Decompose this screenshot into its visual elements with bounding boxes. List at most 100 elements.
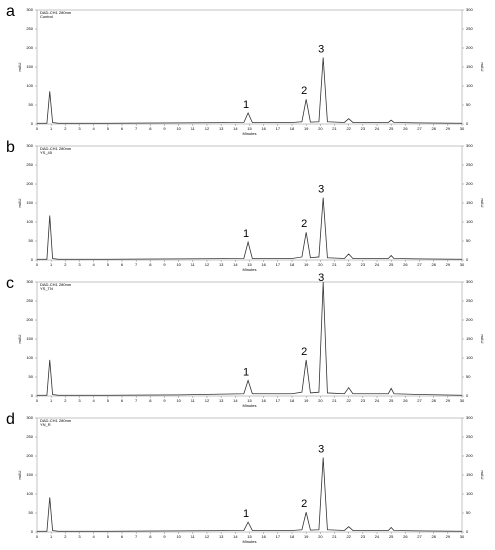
y-tick-label: 150 (26, 200, 33, 205)
x-tick-label: 20 (318, 534, 323, 539)
x-tick-label: 17 (276, 262, 281, 267)
x-tick-label: 29 (446, 126, 451, 131)
x-tick-label: 18 (290, 126, 295, 131)
x-tick-label: 8 (149, 398, 152, 403)
y2-tick-label: 100 (466, 491, 473, 496)
y-tick-label: 50 (29, 102, 34, 107)
x-tick-label: 11 (191, 398, 196, 403)
x-tick-label: 18 (290, 534, 295, 539)
y2-axis-label: mAU (480, 471, 485, 480)
y-tick-label: 100 (26, 219, 33, 224)
x-tick-label: 7 (135, 126, 138, 131)
chart-title: DAD-CH1 280nm (40, 10, 72, 15)
x-tick-label: 7 (135, 534, 138, 539)
y-axis-label: mAU (17, 334, 22, 343)
x-tick-label: 11 (191, 126, 196, 131)
x-tick-label: 12 (205, 262, 210, 267)
x-tick-label: 1 (50, 262, 53, 267)
x-tick-label: 25 (389, 534, 394, 539)
x-tick-label: 13 (219, 262, 224, 267)
y-tick-label: 200 (26, 45, 33, 50)
x-tick-label: 5 (107, 534, 110, 539)
x-tick-label: 20 (318, 262, 323, 267)
x-tick-label: 14 (233, 126, 238, 131)
y2-axis-label: mAU (480, 335, 485, 344)
y2-axis-label: mAU (480, 199, 485, 208)
x-tick-label: 30 (460, 398, 465, 403)
y-tick-label: 200 (26, 453, 33, 458)
x-tick-label: 10 (176, 534, 181, 539)
chromatogram-line (37, 197, 463, 260)
peak-label: 2 (301, 346, 307, 358)
y-tick-label: 300 (26, 415, 33, 420)
x-tick-label: 8 (149, 534, 152, 539)
x-tick-label: 0 (36, 534, 39, 539)
x-tick-label: 2 (64, 534, 67, 539)
x-tick-label: 18 (290, 398, 295, 403)
x-axis-label: Minutes (242, 403, 256, 408)
y-tick-label: 0 (31, 393, 34, 398)
x-tick-label: 25 (389, 126, 394, 131)
x-tick-label: 12 (205, 398, 210, 403)
y2-tick-label: 50 (466, 102, 471, 107)
x-tick-label: 12 (205, 534, 210, 539)
x-tick-label: 11 (191, 534, 196, 539)
peak-label: 2 (301, 85, 307, 97)
y2-tick-label: 300 (466, 279, 473, 284)
peak-label: 1 (243, 508, 249, 520)
x-tick-label: 27 (417, 126, 422, 131)
x-tick-label: 6 (121, 126, 124, 131)
y-tick-label: 50 (29, 374, 34, 379)
x-tick-label: 16 (261, 398, 266, 403)
x-tick-label: 27 (417, 534, 422, 539)
x-tick-label: 28 (431, 262, 436, 267)
y-tick-label: 250 (26, 434, 33, 439)
x-tick-label: 6 (121, 534, 124, 539)
y-tick-label: 250 (26, 26, 33, 31)
y2-tick-label: 0 (466, 393, 469, 398)
x-tick-label: 3 (78, 534, 81, 539)
x-tick-label: 10 (176, 398, 181, 403)
x-tick-label: 9 (163, 262, 166, 267)
x-tick-label: 1 (50, 398, 53, 403)
x-tick-label: 23 (361, 398, 366, 403)
x-axis-label: Minutes (242, 131, 256, 136)
x-tick-label: 28 (431, 534, 436, 539)
x-tick-label: 3 (78, 126, 81, 131)
peak-label: 3 (318, 184, 324, 196)
x-tick-label: 5 (107, 126, 110, 131)
peak-label: 3 (318, 443, 324, 455)
x-tick-label: 8 (149, 126, 152, 131)
x-tick-label: 0 (36, 262, 39, 267)
x-tick-label: 2 (64, 262, 67, 267)
y2-tick-label: 250 (466, 26, 473, 31)
x-tick-label: 20 (318, 126, 323, 131)
peak-label: 2 (301, 498, 307, 510)
x-tick-label: 16 (261, 262, 266, 267)
x-tick-label: 4 (93, 534, 96, 539)
y-tick-label: 150 (26, 472, 33, 477)
x-tick-label: 24 (375, 534, 380, 539)
x-tick-label: 13 (219, 534, 224, 539)
panel-label: b (6, 139, 15, 156)
x-tick-label: 25 (389, 398, 394, 403)
peak-label: 2 (301, 218, 307, 230)
x-tick-label: 12 (205, 126, 210, 131)
x-tick-label: 3 (78, 262, 81, 267)
chart-subtitle: Control (40, 14, 53, 19)
x-tick-label: 14 (233, 534, 238, 539)
x-tick-label: 29 (446, 534, 451, 539)
y2-tick-label: 150 (466, 64, 473, 69)
y-tick-label: 250 (26, 162, 33, 167)
y-tick-label: 300 (26, 279, 33, 284)
panel-label: c (6, 275, 14, 292)
peak-label: 1 (243, 228, 249, 240)
x-tick-label: 23 (361, 126, 366, 131)
y-tick-label: 50 (29, 238, 34, 243)
y2-tick-label: 50 (466, 510, 471, 515)
x-tick-label: 23 (361, 534, 366, 539)
chart-subtitle: YN_R (40, 422, 51, 427)
y2-tick-label: 200 (466, 453, 473, 458)
x-tick-label: 19 (304, 262, 309, 267)
x-tick-label: 17 (276, 534, 281, 539)
